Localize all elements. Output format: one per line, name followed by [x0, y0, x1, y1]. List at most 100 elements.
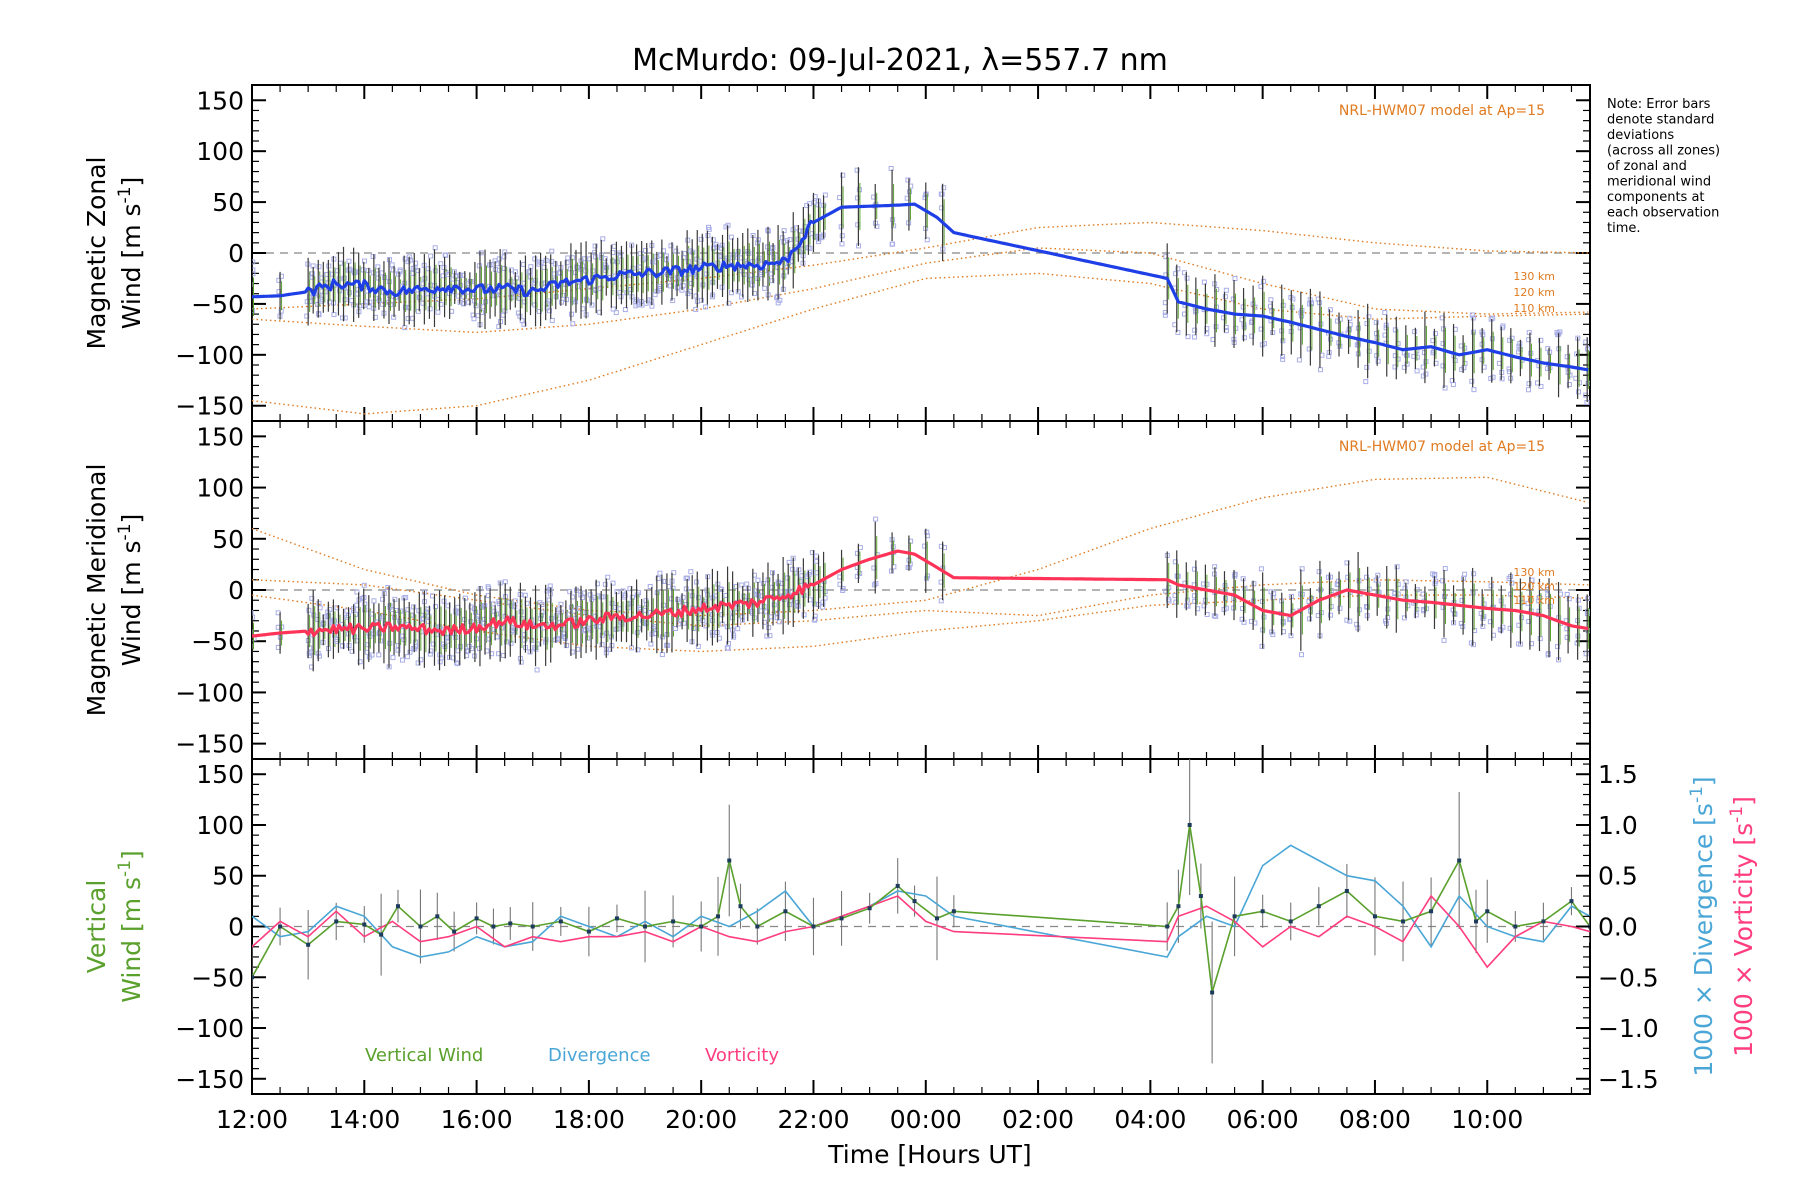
vertical-wind-point — [508, 921, 513, 926]
zone-sample — [673, 625, 679, 631]
zone-sample — [304, 313, 310, 319]
zone-sample — [1364, 321, 1370, 327]
zone-sample — [1545, 651, 1551, 657]
zone-sample — [675, 275, 681, 281]
vertical-wind-point — [334, 919, 339, 924]
model-altitude-label: 120 km — [1513, 580, 1555, 593]
vertical-wind-point — [252, 975, 254, 980]
vertical-wind-point — [362, 922, 367, 927]
zone-sample — [660, 634, 666, 640]
zone-sample — [466, 299, 472, 305]
zone-sample — [774, 615, 780, 621]
legend-entry: Vorticity — [705, 1045, 779, 1066]
zone-sample — [1268, 589, 1274, 595]
zone-sample — [812, 616, 818, 622]
zone-sample — [1249, 333, 1255, 339]
zone-sample — [367, 299, 373, 305]
zone-sample — [486, 585, 492, 591]
zone-sample — [1192, 334, 1198, 340]
zone-sample — [924, 237, 930, 243]
zone-sample — [1347, 618, 1353, 624]
zone-sample — [355, 291, 361, 297]
zone-sample — [1222, 583, 1228, 589]
zone-sample — [592, 254, 598, 260]
zone-sample — [735, 626, 741, 632]
zone-sample — [1375, 358, 1381, 364]
note-line: of zonal and — [1607, 159, 1687, 174]
vertical-wind-point — [491, 924, 496, 929]
zone-sample — [252, 629, 254, 635]
vertical-wind-point — [839, 916, 844, 921]
zone-sample — [438, 261, 444, 267]
zone-sample — [1506, 369, 1512, 375]
y-tick-label: −100 — [175, 341, 244, 370]
zone-sample — [634, 630, 640, 636]
y-tick-label: −150 — [175, 730, 244, 759]
zone-sample — [787, 237, 793, 243]
zone-sample — [1299, 313, 1305, 319]
zone-sample — [592, 243, 598, 249]
x-tick-label: 06:00 — [1227, 1105, 1299, 1134]
x-tick-label: 08:00 — [1339, 1105, 1411, 1134]
zone-sample — [637, 251, 643, 257]
note-line: denote standard — [1607, 113, 1714, 128]
zone-sample — [873, 581, 879, 587]
zone-sample — [486, 636, 492, 642]
zone-sample — [610, 580, 616, 586]
zone-sample — [1547, 365, 1553, 371]
y-tick-label: 100 — [196, 811, 244, 840]
zone-sample — [1459, 597, 1465, 603]
zone-sample — [1280, 354, 1286, 360]
zone-sample — [744, 581, 750, 587]
zone-sample — [1488, 583, 1494, 589]
zone-sample — [569, 311, 575, 317]
vorticity-line — [252, 894, 1590, 969]
zone-sample — [839, 233, 845, 239]
zone-sample — [905, 177, 911, 183]
zone-sample — [1232, 275, 1238, 281]
zone-sample — [597, 285, 603, 291]
y-tick-label: 0 — [228, 913, 244, 942]
zone-sample — [331, 312, 337, 318]
zone-sample — [796, 249, 802, 255]
zone-sample — [522, 299, 528, 305]
zone-sample — [567, 589, 573, 595]
zone-sample — [476, 646, 482, 652]
zone-sample — [473, 609, 479, 615]
vertical-wind-point — [1485, 909, 1490, 914]
zone-sample — [635, 647, 641, 653]
y-tick-label: −100 — [175, 1014, 244, 1043]
vertical-wind-point — [474, 916, 479, 921]
zone-sample — [938, 598, 944, 604]
zone-sample — [594, 581, 600, 587]
zone-sample — [276, 289, 282, 295]
zone-sample — [1213, 613, 1219, 619]
x-tick-label: 10:00 — [1451, 1105, 1523, 1134]
zone-sample — [309, 595, 315, 601]
vorticity-axis-label: 1000 × Vorticity [s-1] — [1727, 796, 1758, 1057]
zone-sample — [366, 304, 372, 310]
y-axis-label: Magnetic Meridional — [82, 464, 111, 717]
zone-sample — [938, 543, 944, 549]
zone-sample — [534, 667, 540, 673]
zone-sample — [1192, 327, 1198, 333]
zone-sample — [1537, 636, 1543, 642]
x-tick-label: 02:00 — [1002, 1105, 1074, 1134]
zone-sample — [549, 248, 555, 254]
model-curve — [252, 476, 1589, 617]
zone-sample — [764, 609, 770, 615]
zone-sample — [375, 264, 381, 270]
zone-sample — [735, 249, 741, 255]
zone-sample — [428, 253, 434, 259]
vertical-wind-point — [278, 924, 283, 929]
vertical-wind-point — [1198, 894, 1203, 899]
vertical-wind-point — [1457, 858, 1462, 863]
vertical-wind-point — [1288, 919, 1293, 924]
zone-sample — [430, 641, 436, 647]
zone-sample — [1442, 385, 1448, 391]
zone-sample — [454, 660, 460, 666]
zone-sample — [252, 259, 256, 265]
zone-sample — [1373, 319, 1379, 325]
zone-sample — [1382, 310, 1388, 316]
zone-sample — [1270, 594, 1276, 600]
